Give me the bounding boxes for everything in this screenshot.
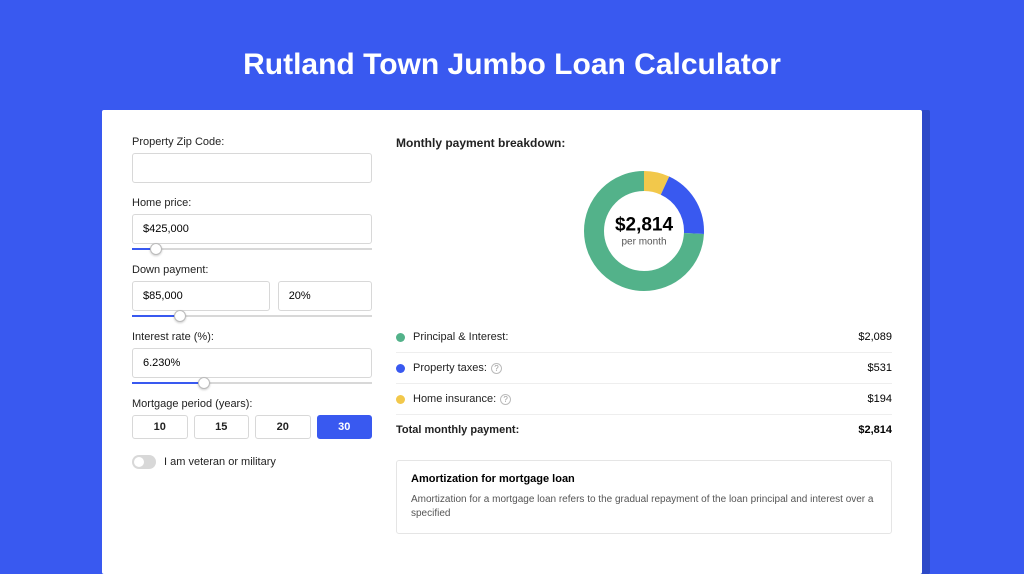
form-panel: Property Zip Code: Home price: Down paym… bbox=[132, 136, 372, 534]
period-field: Mortgage period (years): 10152030 bbox=[132, 398, 372, 439]
breakdown-value: $531 bbox=[868, 362, 892, 374]
legend-dot-icon bbox=[396, 333, 405, 342]
home-price-label: Home price: bbox=[132, 197, 372, 209]
interest-slider[interactable] bbox=[132, 382, 372, 384]
breakdown-value: $194 bbox=[868, 393, 892, 405]
donut-sub: per month bbox=[615, 237, 673, 248]
legend-dot-icon bbox=[396, 364, 405, 373]
breakdown-row: Home insurance:?$194 bbox=[396, 383, 892, 414]
total-label: Total monthly payment: bbox=[396, 424, 858, 436]
total-row: Total monthly payment: $2,814 bbox=[396, 414, 892, 450]
veteran-label: I am veteran or military bbox=[164, 456, 276, 468]
amortization-title: Amortization for mortgage loan bbox=[411, 473, 877, 485]
period-btn-10[interactable]: 10 bbox=[132, 415, 188, 439]
home-price-field: Home price: bbox=[132, 197, 372, 250]
period-btn-30[interactable]: 30 bbox=[317, 415, 373, 439]
breakdown-label: Property taxes:? bbox=[413, 362, 868, 374]
amortization-card: Amortization for mortgage loan Amortizat… bbox=[396, 460, 892, 534]
zip-input[interactable] bbox=[132, 153, 372, 183]
veteran-toggle[interactable] bbox=[132, 455, 156, 469]
total-value: $2,814 bbox=[858, 424, 892, 436]
home-price-input[interactable] bbox=[132, 214, 372, 244]
down-payment-field: Down payment: bbox=[132, 264, 372, 317]
interest-input[interactable] bbox=[132, 348, 372, 378]
veteran-row: I am veteran or military bbox=[132, 455, 372, 469]
amortization-body: Amortization for a mortgage loan refers … bbox=[411, 493, 877, 521]
breakdown-label: Principal & Interest: bbox=[413, 331, 858, 343]
down-payment-label: Down payment: bbox=[132, 264, 372, 276]
period-btn-20[interactable]: 20 bbox=[255, 415, 311, 439]
zip-label: Property Zip Code: bbox=[132, 136, 372, 148]
breakdown-label: Home insurance:? bbox=[413, 393, 868, 405]
breakdown-title: Monthly payment breakdown: bbox=[396, 136, 892, 150]
period-label: Mortgage period (years): bbox=[132, 398, 372, 410]
period-btn-15[interactable]: 15 bbox=[194, 415, 250, 439]
info-icon[interactable]: ? bbox=[500, 394, 511, 405]
legend-dot-icon bbox=[396, 395, 405, 404]
breakdown-value: $2,089 bbox=[858, 331, 892, 343]
breakdown-row: Principal & Interest:$2,089 bbox=[396, 322, 892, 352]
interest-field: Interest rate (%): bbox=[132, 331, 372, 384]
calculator-card: Property Zip Code: Home price: Down paym… bbox=[102, 110, 922, 574]
zip-field: Property Zip Code: bbox=[132, 136, 372, 183]
interest-label: Interest rate (%): bbox=[132, 331, 372, 343]
donut-amount: $2,814 bbox=[615, 215, 673, 237]
info-icon[interactable]: ? bbox=[491, 363, 502, 374]
home-price-slider[interactable] bbox=[132, 248, 372, 250]
page-title: Rutland Town Jumbo Loan Calculator bbox=[0, 0, 1024, 110]
breakdown-row: Property taxes:?$531 bbox=[396, 352, 892, 383]
breakdown-panel: Monthly payment breakdown: $2,814 per mo… bbox=[396, 136, 892, 534]
down-payment-amount-input[interactable] bbox=[132, 281, 270, 311]
donut-chart: $2,814 per month bbox=[396, 166, 892, 296]
down-payment-pct-input[interactable] bbox=[278, 281, 372, 311]
down-payment-slider[interactable] bbox=[132, 315, 372, 317]
